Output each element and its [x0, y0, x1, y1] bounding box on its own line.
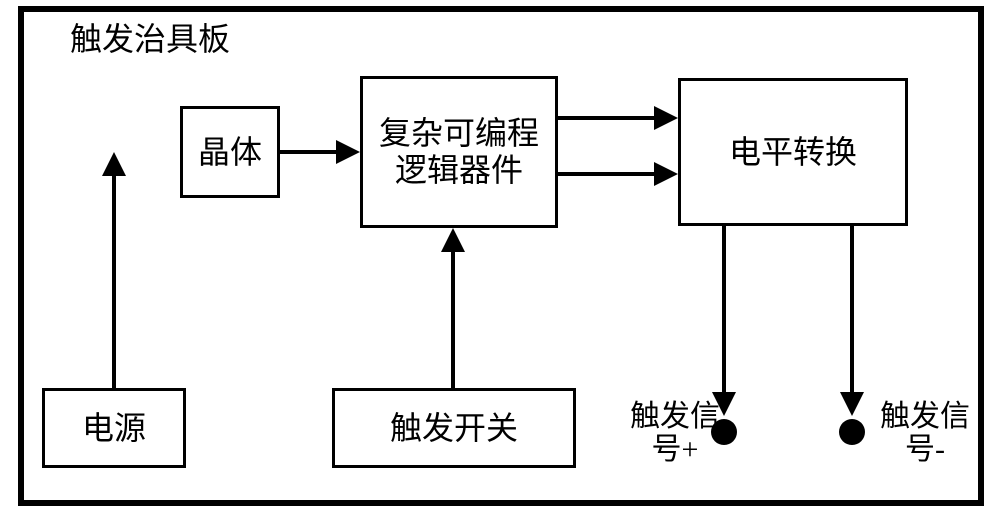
output-neg-dot [839, 419, 865, 445]
output-pos-dot [711, 419, 737, 445]
edges-layer [0, 0, 1000, 515]
